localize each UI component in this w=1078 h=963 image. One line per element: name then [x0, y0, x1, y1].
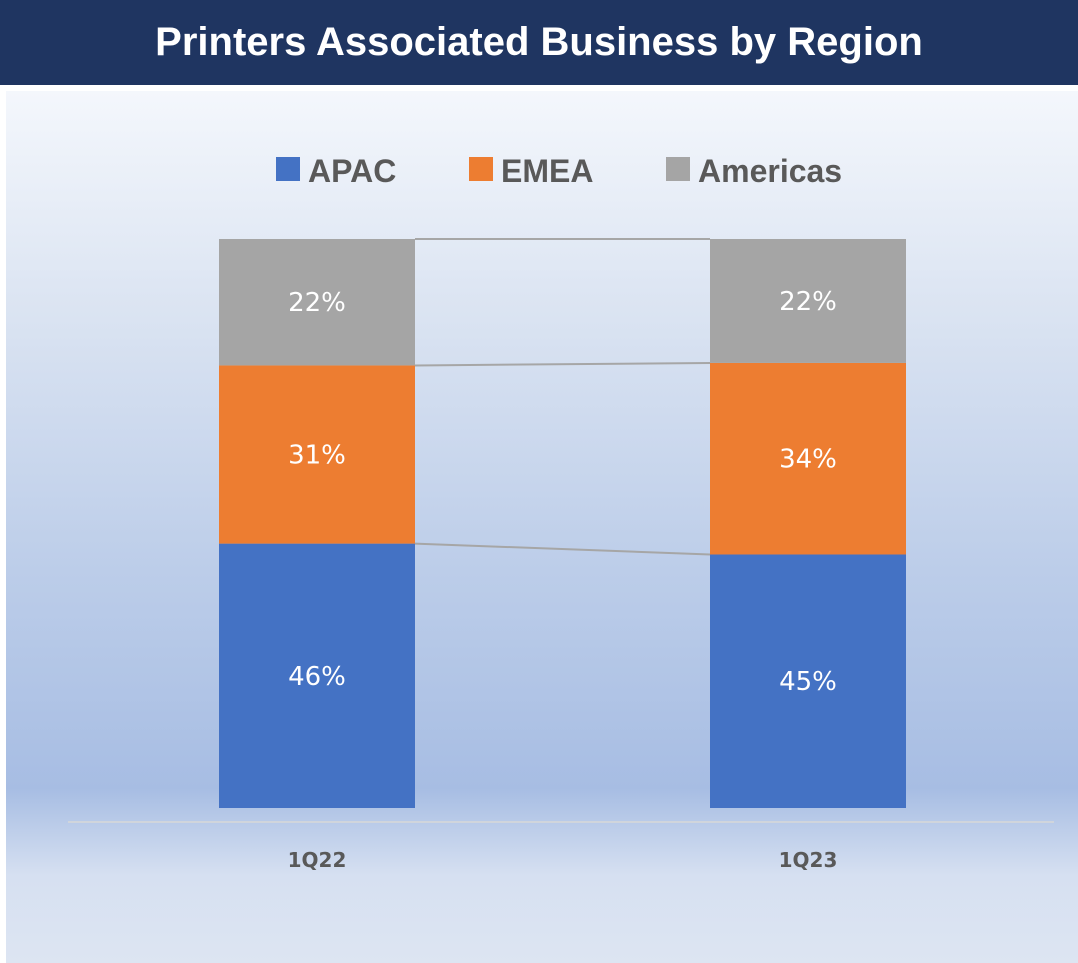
title-bar: Printers Associated Business by Region	[0, 0, 1078, 85]
chart-area: 46% 31% 22% 45% 34% 22% 1Q22 1Q23 APAC EMEA Americ…	[6, 91, 1078, 963]
legend-swatch-emea	[469, 157, 493, 181]
data-label-americas-1q22: 22%	[288, 288, 346, 318]
bar-apac-1q23	[710, 554, 906, 808]
series-line-emea	[414, 361, 711, 367]
legend-swatch-americas	[666, 157, 690, 181]
x-tick-label-1q23: 1Q23	[779, 848, 838, 872]
series-line-apac	[414, 542, 711, 556]
legend-label-emea: EMEA	[501, 153, 593, 189]
data-label-apac-1q22: 46%	[288, 662, 346, 692]
data-label-emea-1q22: 31%	[288, 441, 346, 471]
data-label-americas-1q23: 22%	[779, 287, 837, 317]
bar-emea-1q23	[710, 362, 906, 555]
stacked-bar-chart: 46% 31% 22% 45% 34% 22% 1Q22 1Q23 APAC EMEA Americ…	[68, 153, 1054, 872]
legend-swatch-apac	[276, 157, 300, 181]
bar-americas-1q22	[219, 239, 415, 366]
legend-label-apac: APAC	[308, 153, 396, 189]
data-label-emea-1q23: 34%	[779, 445, 837, 475]
x-tick-label-1q22: 1Q22	[288, 848, 347, 872]
chart-title: Printers Associated Business by Region	[155, 20, 923, 64]
bar-emea-1q22	[219, 365, 415, 544]
legend-label-americas: Americas	[698, 153, 842, 189]
bar-apac-1q22	[219, 543, 415, 808]
data-label-apac-1q23: 45%	[779, 667, 837, 697]
bar-americas-1q23	[710, 239, 906, 363]
